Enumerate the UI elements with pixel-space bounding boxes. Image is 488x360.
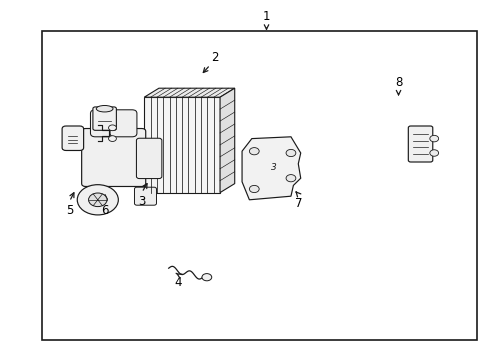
Polygon shape — [144, 97, 220, 193]
Text: 5: 5 — [65, 204, 73, 217]
Circle shape — [77, 185, 118, 215]
Text: 8: 8 — [394, 76, 402, 89]
FancyBboxPatch shape — [134, 187, 156, 205]
FancyBboxPatch shape — [110, 110, 137, 137]
FancyBboxPatch shape — [90, 110, 117, 137]
Polygon shape — [220, 88, 234, 193]
Text: 3: 3 — [271, 163, 276, 171]
Circle shape — [249, 185, 259, 193]
Polygon shape — [242, 137, 300, 200]
Text: 6: 6 — [101, 204, 109, 217]
Circle shape — [88, 193, 107, 207]
Ellipse shape — [96, 105, 113, 112]
FancyBboxPatch shape — [136, 138, 162, 179]
Circle shape — [108, 136, 116, 141]
Circle shape — [202, 274, 211, 281]
Text: 7: 7 — [294, 197, 302, 210]
FancyBboxPatch shape — [93, 107, 116, 130]
Circle shape — [429, 150, 438, 156]
Circle shape — [249, 148, 259, 155]
Circle shape — [429, 135, 438, 142]
Text: 1: 1 — [262, 10, 270, 23]
FancyBboxPatch shape — [81, 129, 145, 186]
Text: 2: 2 — [211, 51, 219, 64]
Circle shape — [285, 175, 295, 182]
Bar — [41, 31, 476, 340]
FancyBboxPatch shape — [407, 126, 432, 162]
Circle shape — [108, 125, 116, 131]
Polygon shape — [144, 88, 234, 97]
Circle shape — [285, 149, 295, 157]
Text: 4: 4 — [174, 276, 182, 289]
Text: 3: 3 — [138, 195, 145, 208]
FancyBboxPatch shape — [62, 126, 83, 150]
